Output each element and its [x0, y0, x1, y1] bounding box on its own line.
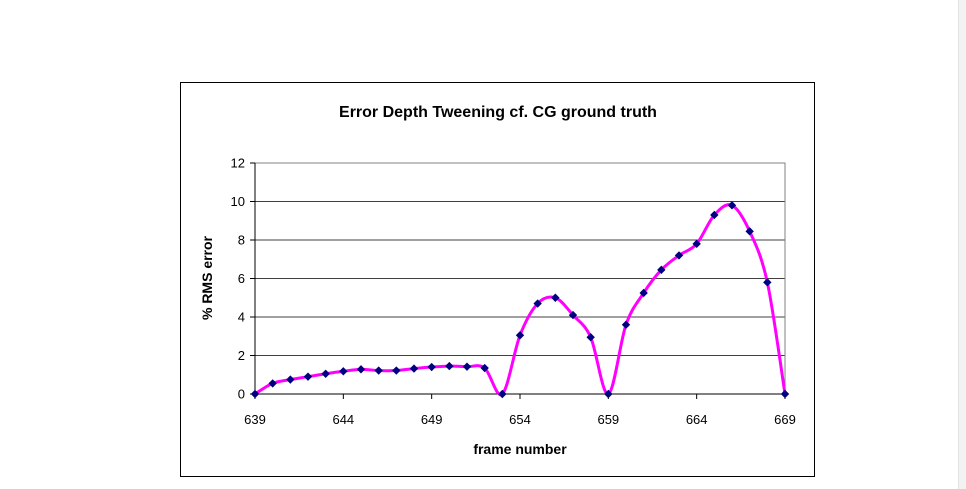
- data-point: [674, 251, 684, 260]
- data-point: [286, 375, 295, 384]
- x-tick-label: 659: [597, 412, 619, 427]
- data-point: [321, 369, 330, 378]
- data-point: [780, 389, 790, 399]
- data-point: [498, 389, 507, 399]
- data-point: [763, 278, 772, 287]
- y-axis-label: % RMS error: [199, 235, 215, 320]
- series-line: [253, 203, 787, 397]
- data-point: [392, 366, 401, 375]
- chart-title: Error Depth Tweening cf. CG ground truth: [339, 104, 657, 121]
- gridlines: [255, 162, 785, 356]
- data-point: [409, 364, 419, 373]
- data-point: [303, 372, 313, 381]
- data-point: [568, 310, 578, 320]
- data-point: [480, 363, 489, 373]
- y-tick-label: 8: [238, 233, 245, 248]
- data-point: [692, 239, 701, 249]
- x-tick-labels: 639 644 649 654 659 664 669: [244, 412, 796, 427]
- x-axis-label: frame number: [473, 441, 567, 457]
- axes: [250, 162, 786, 399]
- data-point: [374, 366, 383, 375]
- y-tick-label: 0: [238, 387, 245, 402]
- data-series: [250, 201, 790, 399]
- y-tick-label: 4: [238, 310, 245, 325]
- y-tick-label: 6: [238, 271, 245, 286]
- data-point: [268, 379, 277, 388]
- x-tick-label: 649: [421, 412, 443, 427]
- data-point: [445, 361, 454, 371]
- y-tick-label: 2: [238, 348, 245, 363]
- page-edge: [958, 0, 966, 489]
- data-point: [356, 365, 366, 374]
- y-tick-labels: 0 2 4 6 8 10 12: [231, 156, 245, 402]
- x-tick-label: 654: [509, 412, 531, 427]
- x-tick-label: 669: [774, 412, 796, 427]
- data-point: [515, 331, 525, 340]
- chart-frame: Error Depth Tweening cf. CG ground truth…: [180, 82, 815, 477]
- x-tick-label: 644: [332, 412, 354, 427]
- data-point: [339, 367, 348, 376]
- data-point: [427, 362, 436, 372]
- x-tick-label: 664: [686, 412, 708, 427]
- x-tick-label: 639: [244, 412, 266, 427]
- data-point: [621, 320, 631, 329]
- data-point: [462, 362, 472, 371]
- y-tick-label: 12: [231, 156, 245, 171]
- data-point: [745, 227, 754, 236]
- line-chart: Error Depth Tweening cf. CG ground truth…: [199, 104, 796, 457]
- y-tick-label: 10: [231, 194, 245, 209]
- data-point: [250, 389, 260, 399]
- data-point: [727, 201, 737, 210]
- data-point: [710, 210, 719, 220]
